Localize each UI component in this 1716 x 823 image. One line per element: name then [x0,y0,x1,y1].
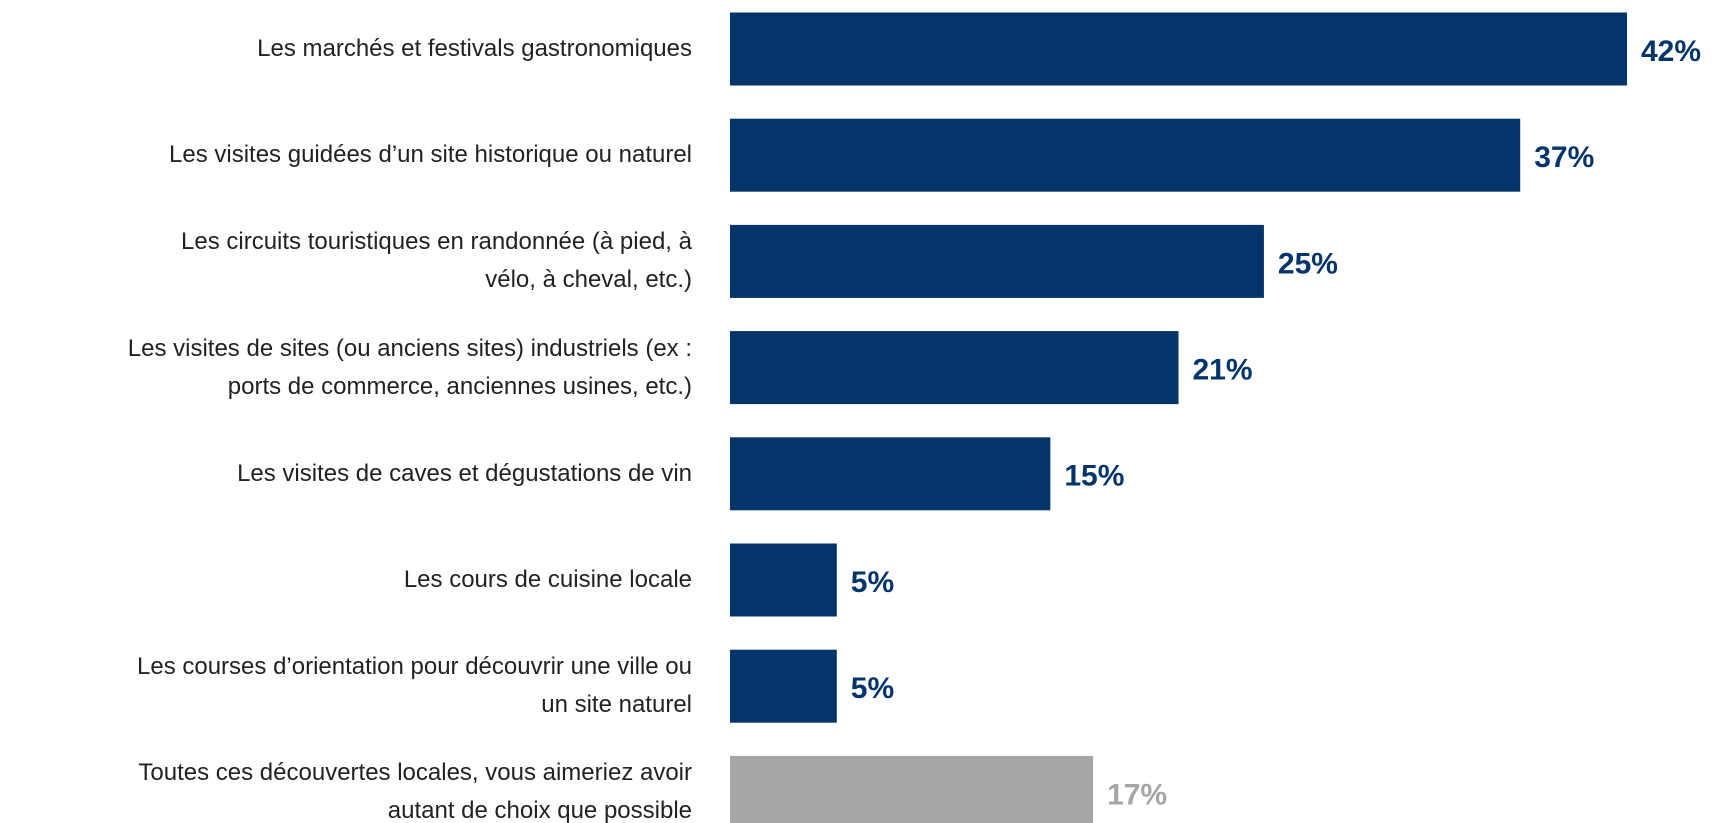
bar [730,118,1521,192]
value-label: 37% [1534,141,1594,174]
value-label: 25% [1278,247,1338,280]
bar [730,755,1094,823]
bar [730,437,1051,511]
category-label: Les marchés et festivals gastronomiques [257,35,692,62]
category-label: Les cours de cuisine locale [403,566,692,593]
value-label: 5% [851,566,894,599]
value-label: 21% [1193,354,1253,387]
value-label: 17% [1107,778,1167,811]
category-label: Les courses d’orientation pour découvrir… [137,653,692,719]
category-label: Les visites de caves et dégustations de … [237,459,692,487]
bar [730,224,1264,298]
bar [730,543,837,617]
value-label: 5% [851,672,894,705]
category-label: Les visites guidées d’un site historique… [169,141,692,169]
value-label: 42% [1641,35,1701,68]
bar [730,331,1179,405]
category-label: Toutes ces découvertes locales, vous aim… [138,759,692,823]
category-label: Les visites de sites (ou anciens sites) … [127,334,692,400]
value-label: 15% [1064,460,1124,493]
bar [730,12,1627,86]
bar [730,649,837,723]
category-label: Les circuits touristiques en randonnée (… [181,228,692,294]
